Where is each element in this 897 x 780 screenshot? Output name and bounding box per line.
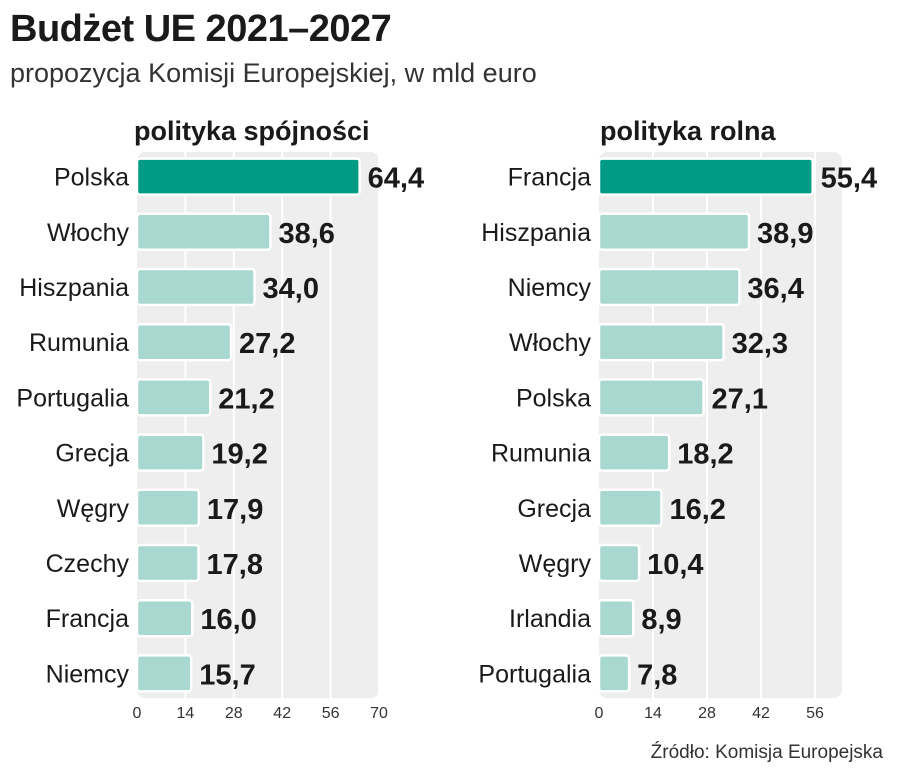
category-label: Węgry: [57, 495, 130, 523]
value-label: 15,7: [199, 659, 255, 691]
value-label: 38,9: [757, 218, 813, 250]
value-label: 38,6: [278, 218, 334, 250]
category-label: Niemcy: [508, 274, 592, 302]
category-label: Francja: [46, 605, 129, 633]
bar: [135, 488, 201, 528]
bar: [597, 157, 814, 196]
category-label: Portugalia: [16, 384, 129, 412]
category-label: Rumunia: [491, 440, 591, 468]
bar: [135, 654, 193, 693]
panel-title-cohesion: polityka spójności: [134, 116, 370, 146]
value-label: 19,2: [211, 439, 267, 471]
value-label: 8,9: [641, 604, 681, 636]
panel-title-agriculture: polityka rolna: [600, 116, 776, 146]
x-tick-label: 14: [177, 705, 195, 722]
value-label: 7,8: [637, 659, 677, 691]
x-tick-label: 0: [133, 705, 142, 722]
bar: [597, 543, 641, 583]
bar: [597, 378, 705, 417]
category-label: Portugalia: [478, 660, 591, 688]
bar: [597, 433, 671, 472]
value-label: 64,4: [368, 163, 424, 195]
category-label: Węgry: [519, 550, 592, 578]
bar: [597, 598, 635, 638]
value-label: 32,3: [732, 328, 788, 360]
value-label: 27,2: [239, 328, 295, 360]
x-tick-label: 0: [595, 705, 604, 722]
bar: [597, 654, 631, 693]
x-tick-label: 56: [806, 705, 824, 722]
bar: [597, 267, 741, 307]
value-label: 17,8: [207, 549, 263, 581]
category-label: Hiszpania: [481, 219, 591, 247]
category-label: Irlandia: [509, 605, 591, 633]
category-label: Grecja: [55, 440, 129, 468]
category-label: Polska: [54, 164, 129, 192]
category-label: Polska: [516, 384, 591, 412]
x-tick-label: 28: [225, 705, 243, 722]
bar: [597, 212, 751, 252]
chart-title: Budżet UE 2021–2027: [10, 8, 392, 50]
value-label: 34,0: [263, 273, 319, 305]
value-label: 21,2: [218, 383, 274, 415]
value-label: 10,4: [647, 549, 703, 581]
category-label: Hiszpania: [19, 274, 129, 302]
bar: [597, 488, 663, 528]
bar: [135, 212, 272, 252]
category-label: Grecja: [517, 495, 591, 523]
bar: [135, 543, 200, 583]
value-label: 36,4: [747, 273, 803, 305]
bar: [135, 322, 233, 362]
value-label: 55,4: [821, 163, 877, 195]
category-label: Niemcy: [46, 660, 130, 688]
bar: [135, 267, 256, 307]
category-label: Włochy: [47, 219, 129, 247]
category-label: Rumunia: [29, 329, 129, 357]
x-tick-label: 42: [273, 705, 291, 722]
source-note: Źródło: Komisja Europejska: [650, 742, 883, 763]
category-label: Włochy: [509, 329, 591, 357]
bar: [135, 378, 212, 417]
bar: [135, 157, 361, 196]
x-tick-label: 28: [698, 705, 716, 722]
value-label: 17,9: [207, 494, 263, 526]
x-tick-label: 70: [370, 705, 388, 722]
category-label: Francja: [508, 164, 591, 192]
value-label: 16,0: [200, 604, 256, 636]
value-label: 27,1: [712, 383, 768, 415]
value-label: 18,2: [677, 439, 733, 471]
bar: [135, 598, 194, 638]
value-label: 16,2: [669, 494, 725, 526]
bar: [597, 322, 725, 362]
category-label: Czechy: [46, 550, 130, 578]
chart-subtitle: propozycja Komisji Europejskiej, w mld e…: [10, 58, 537, 88]
x-tick-label: 14: [644, 705, 662, 722]
x-tick-label: 56: [322, 705, 340, 722]
x-tick-label: 42: [752, 705, 770, 722]
bar: [135, 433, 205, 472]
